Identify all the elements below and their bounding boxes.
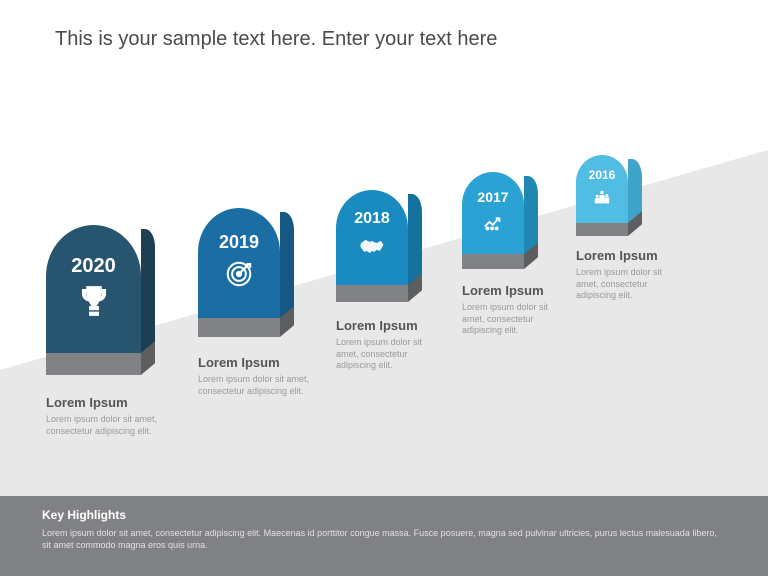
desc-text: Lorem ipsum dolor sit amet, consectetur … (336, 337, 446, 372)
pillar-year: 2018 (354, 210, 390, 228)
pillar-desc-2017: Lorem Ipsum Lorem ipsum dolor sit amet, … (462, 283, 562, 337)
desc-title: Lorem Ipsum (576, 248, 671, 263)
desc-text: Lorem ipsum dolor sit amet, consectetur … (576, 267, 671, 302)
pillar-year: 2020 (71, 255, 116, 278)
pillar-2020: 2020 (46, 225, 141, 375)
desc-title: Lorem Ipsum (462, 283, 562, 298)
pillar-2016: 2016 (576, 155, 628, 236)
footer-text: Lorem ipsum dolor sit amet, consectetur … (42, 527, 726, 551)
footer-bar: Key Highlights Lorem ipsum dolor sit ame… (0, 496, 768, 576)
target-icon (224, 259, 254, 294)
podium-icon (593, 188, 611, 211)
pillar-2019: 2019 (198, 208, 280, 337)
pillars-container: 2020 Lorem Ipsum Lorem ipsum dolor sit a… (0, 0, 768, 576)
pillar-desc-2020: Lorem Ipsum Lorem ipsum dolor sit amet, … (46, 395, 176, 437)
pillar-year: 2016 (589, 168, 616, 182)
pillar-2017: 2017 (462, 172, 524, 269)
pillar-desc-2016: Lorem Ipsum Lorem ipsum dolor sit amet, … (576, 248, 671, 302)
desc-title: Lorem Ipsum (336, 318, 446, 333)
handshake-icon (359, 234, 385, 265)
trophy-icon (77, 284, 111, 323)
desc-text: Lorem ipsum dolor sit amet, consectetur … (462, 302, 562, 337)
pillar-2018: 2018 (336, 190, 408, 302)
pillar-desc-2019: Lorem Ipsum Lorem ipsum dolor sit amet, … (198, 355, 318, 397)
growth-icon (482, 211, 504, 238)
desc-title: Lorem Ipsum (198, 355, 318, 370)
desc-title: Lorem Ipsum (46, 395, 176, 410)
pillar-year: 2019 (219, 232, 259, 253)
desc-text: Lorem ipsum dolor sit amet, consectetur … (46, 414, 176, 437)
pillar-year: 2017 (477, 189, 508, 205)
pillar-desc-2018: Lorem Ipsum Lorem ipsum dolor sit amet, … (336, 318, 446, 372)
desc-text: Lorem ipsum dolor sit amet, consectetur … (198, 374, 318, 397)
footer-title: Key Highlights (42, 508, 726, 522)
timeline-infographic: This is your sample text here. Enter you… (0, 0, 768, 576)
